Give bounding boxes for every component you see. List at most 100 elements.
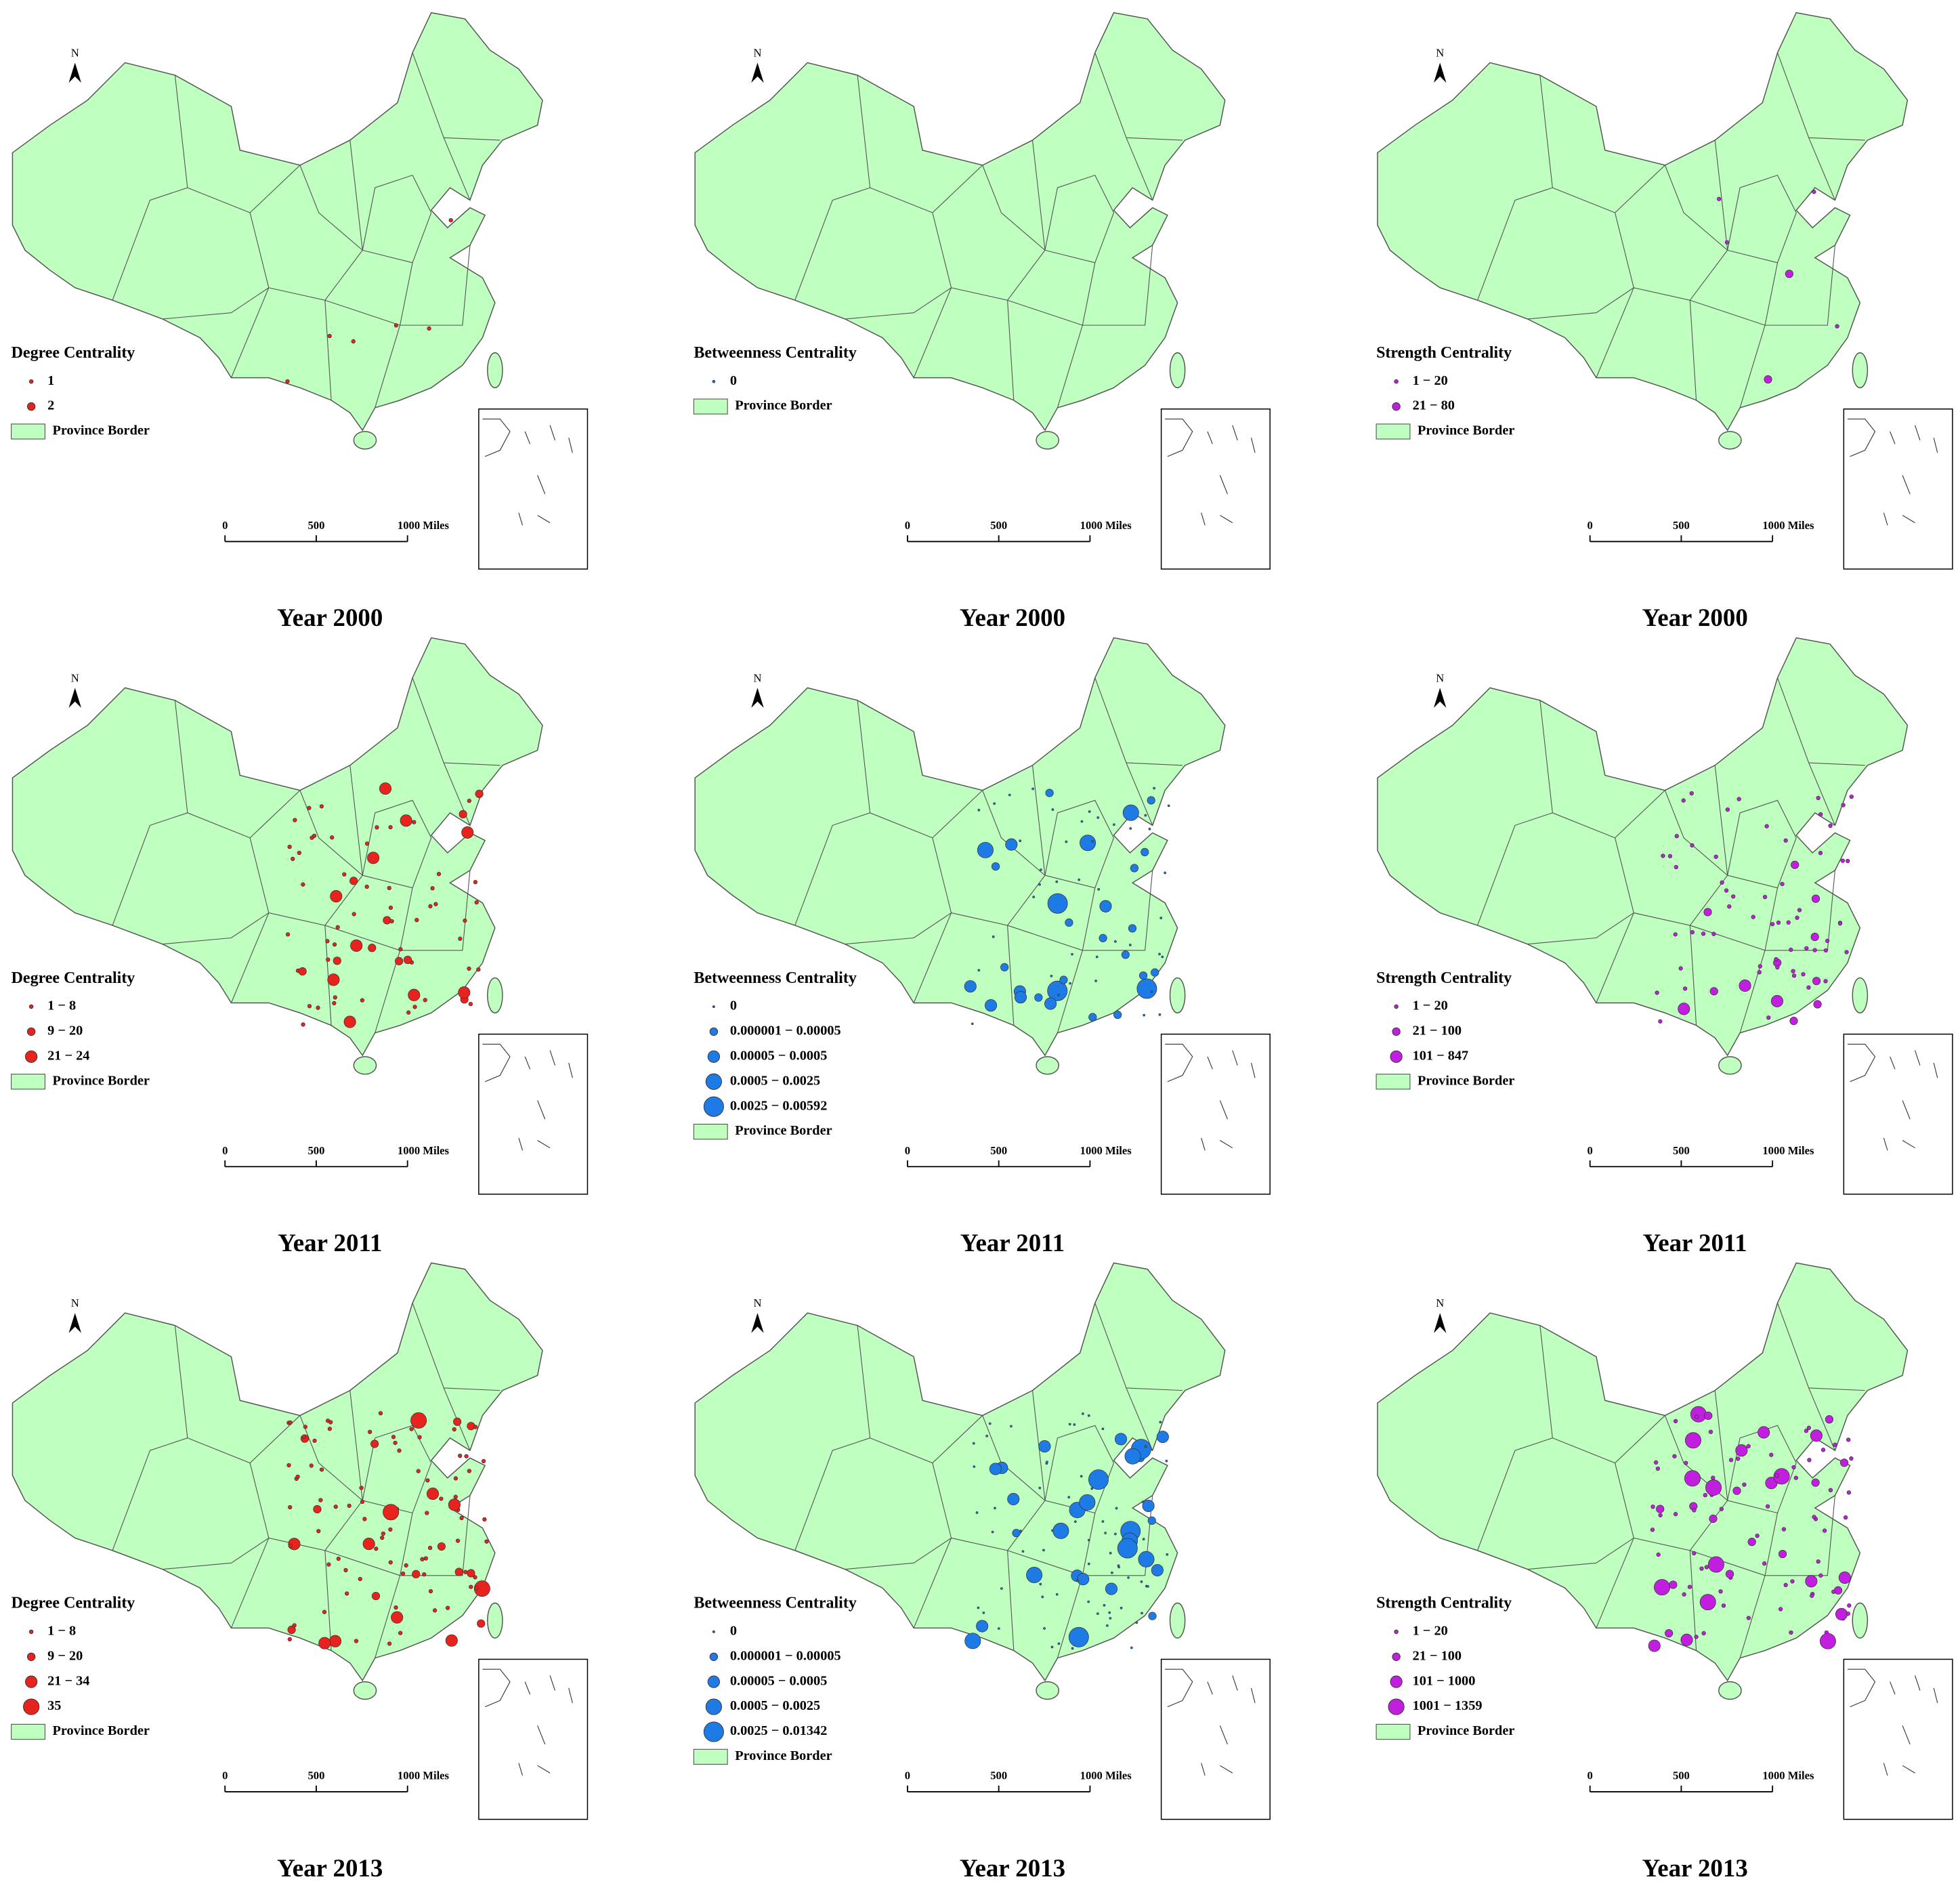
city-symbol <box>1079 1494 1096 1511</box>
city-symbol <box>459 1515 464 1521</box>
city-symbol <box>993 802 996 805</box>
city-symbol <box>1055 1593 1059 1596</box>
city-symbol <box>1021 1550 1025 1553</box>
map-panel: N 0 500 1000 Miles Betweenness Centrality 0 0.… <box>693 637 1271 1257</box>
legend-item: 1 − 20 <box>1413 373 1448 388</box>
city-symbol <box>389 919 394 924</box>
taiwan <box>487 977 503 1013</box>
city-symbol <box>467 799 471 803</box>
city-symbol <box>1846 1611 1850 1616</box>
city-symbol <box>1082 1412 1084 1415</box>
city-symbol <box>1739 979 1751 992</box>
city-symbol <box>319 1467 324 1472</box>
city-symbol <box>1719 1507 1724 1511</box>
city-symbol <box>408 988 421 1001</box>
taiwan <box>1852 1602 1869 1639</box>
city-symbol <box>375 825 379 830</box>
legend-symbol <box>705 1073 722 1090</box>
city-symbol <box>403 955 412 965</box>
city-symbol <box>1724 888 1729 893</box>
city-symbol <box>1078 878 1081 881</box>
city-symbol <box>1810 1593 1814 1598</box>
city-symbol <box>1704 1565 1709 1570</box>
city-symbol <box>1114 940 1117 943</box>
legend-border-swatch <box>1376 1074 1411 1090</box>
city-symbol <box>358 1576 362 1582</box>
province-border <box>1007 925 1083 951</box>
city-symbol <box>1687 1584 1692 1589</box>
city-symbol <box>467 1569 475 1578</box>
city-symbol <box>427 1545 433 1551</box>
city-symbol <box>976 1620 989 1633</box>
city-symbol <box>1057 994 1060 996</box>
inset-coast <box>1847 1043 1938 1151</box>
province-border <box>1007 1550 1083 1576</box>
year-title: Year 2011 <box>1643 1229 1747 1257</box>
city-symbol <box>458 936 463 941</box>
city-symbol <box>316 1529 321 1534</box>
city-symbol <box>1124 1448 1141 1465</box>
city-symbol <box>1019 839 1022 843</box>
city-symbol <box>391 1435 396 1439</box>
north-label: N <box>1436 671 1444 684</box>
city-symbol <box>1764 824 1769 828</box>
city-symbol <box>1776 920 1781 925</box>
city-symbol <box>391 1611 404 1624</box>
province-border <box>1126 762 1183 766</box>
map-panel: N 0 500 1000 Miles Degree Centrality 1 − 8 9 −… <box>11 1262 589 1882</box>
legend-item: 0.00005 − 0.0005 <box>730 1673 828 1688</box>
city-symbol <box>1000 963 1009 971</box>
city-symbol <box>301 882 305 887</box>
year-title: Year 2013 <box>960 1854 1065 1882</box>
city-symbol <box>971 1022 974 1026</box>
city-symbol <box>448 217 453 223</box>
province-border <box>112 700 188 926</box>
city-symbol <box>1789 947 1793 952</box>
hainan <box>1036 1056 1060 1075</box>
city-symbol <box>426 1488 440 1500</box>
inset-box <box>478 1658 589 1820</box>
city-symbol <box>1724 240 1730 245</box>
legend-symbol <box>709 1027 719 1036</box>
city-symbol <box>388 905 393 910</box>
city-symbol <box>1034 993 1043 1002</box>
city-symbol <box>1774 956 1778 962</box>
legend-border-swatch <box>693 1748 728 1765</box>
city-symbol <box>1138 1551 1155 1568</box>
city-symbol <box>1785 270 1793 278</box>
city-symbol <box>1147 796 1155 805</box>
city-symbol <box>395 956 404 965</box>
legend-border-swatch <box>11 1723 45 1740</box>
city-symbol <box>1820 1448 1826 1452</box>
legend-title: Degree Centrality <box>12 1595 135 1612</box>
city-symbol <box>1732 1486 1741 1495</box>
city-symbol <box>1130 864 1139 873</box>
hainan <box>353 1681 377 1700</box>
province-border <box>444 137 500 141</box>
city-symbol <box>1038 1486 1042 1490</box>
city-symbol <box>397 1448 402 1453</box>
scale-label: 500 <box>1673 519 1690 532</box>
city-symbol <box>1109 1617 1112 1620</box>
city-symbol <box>1835 1607 1848 1620</box>
city-symbol <box>1791 973 1797 978</box>
legend-symbol <box>28 379 34 384</box>
city-symbol <box>1153 786 1155 790</box>
city-symbol <box>307 1004 312 1009</box>
city-symbol <box>484 1539 489 1544</box>
city-symbol <box>1783 838 1788 843</box>
year-title: Year 2011 <box>960 1229 1065 1257</box>
city-symbol <box>1115 1507 1118 1510</box>
north-arrow <box>68 62 81 83</box>
city-symbol <box>293 818 297 822</box>
city-symbol <box>1833 1442 1837 1447</box>
city-symbol <box>1050 974 1053 977</box>
city-symbol <box>1045 789 1054 797</box>
legend-symbol <box>712 1630 715 1633</box>
city-symbol <box>1005 838 1018 851</box>
city-symbol <box>1757 964 1763 969</box>
north-label: N <box>1436 1297 1444 1309</box>
inset-box <box>1160 1658 1271 1820</box>
north-label: N <box>753 1297 761 1309</box>
province-border <box>1044 1425 1114 1501</box>
